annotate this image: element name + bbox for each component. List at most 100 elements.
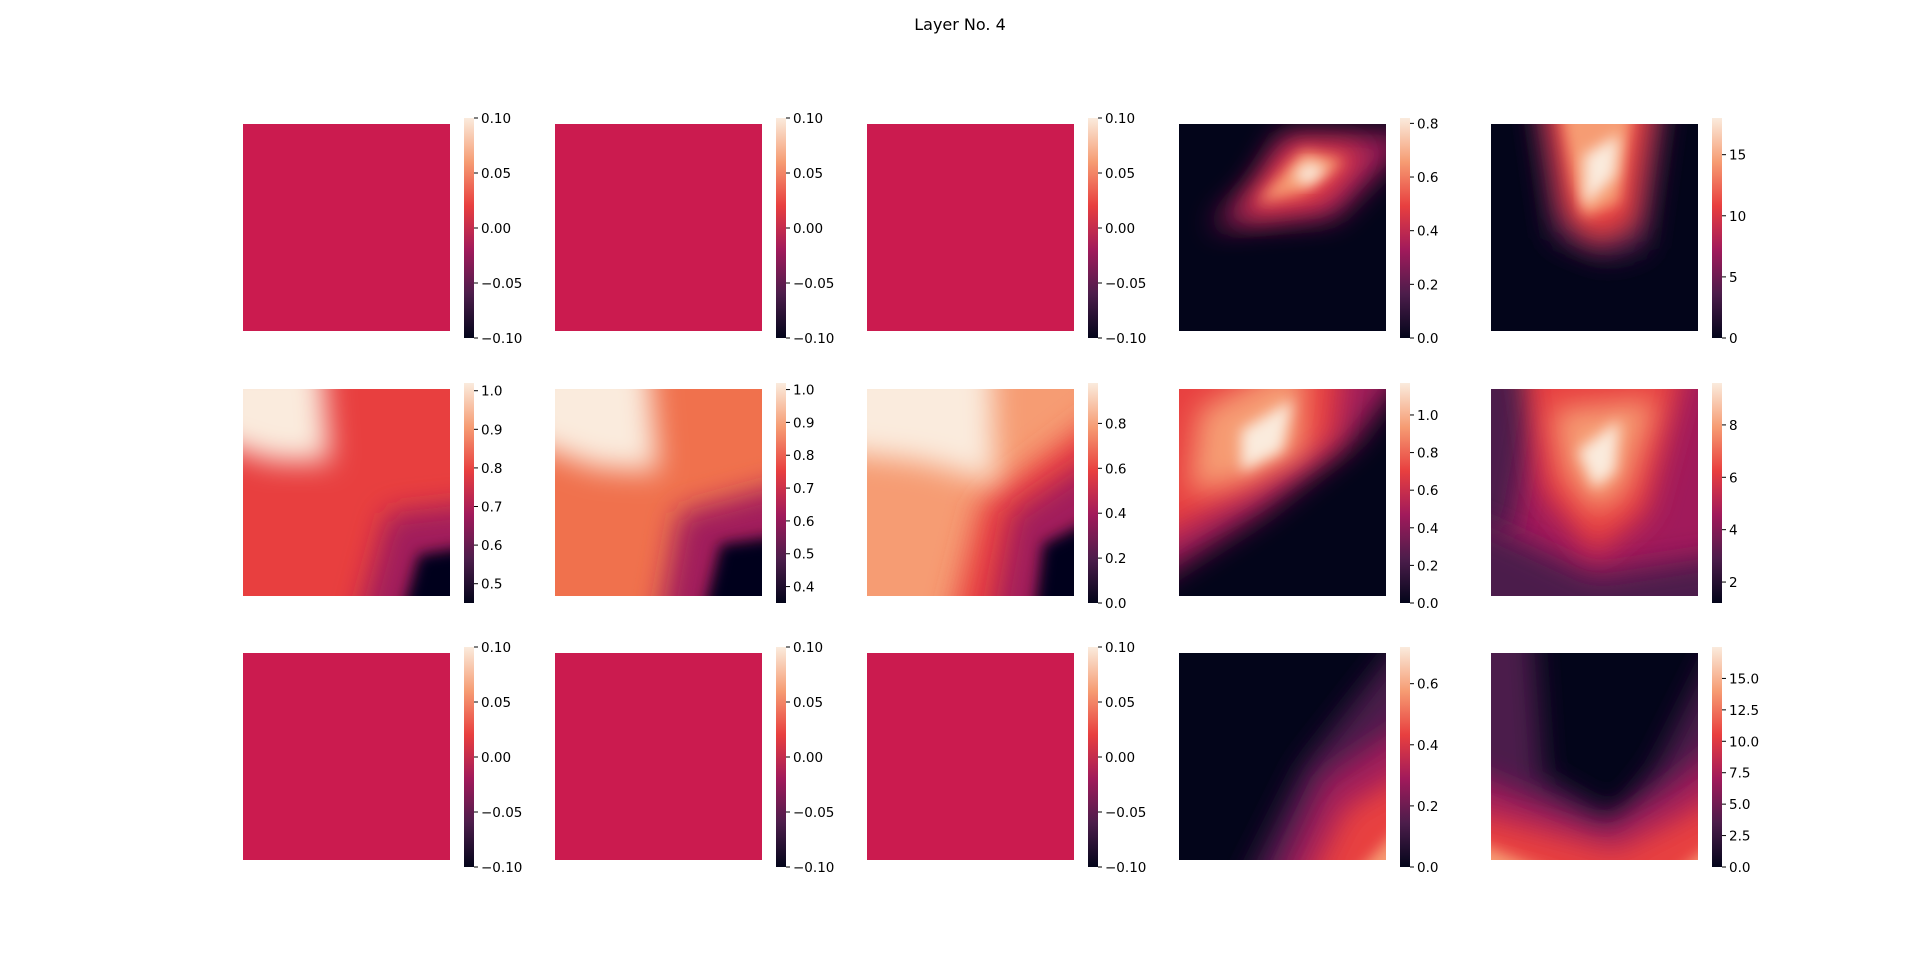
heatmap-image xyxy=(1491,389,1698,596)
heatmap-image xyxy=(867,389,1074,596)
colorbar-tick-label: 0.8 xyxy=(793,448,814,464)
colorbar-tick-label: 8 xyxy=(1729,418,1738,434)
colorbar-tick-label: 2.5 xyxy=(1729,829,1750,845)
heatmap-region xyxy=(1491,389,1538,534)
colorbar: 0.8 0.6 0.4 0.2 0.0 xyxy=(1088,383,1126,612)
heatmap-region xyxy=(867,389,996,483)
colorbar: 0.10 0.05 0.00 −0.05 −0.10 xyxy=(464,640,522,876)
heatmap-image xyxy=(867,124,1074,331)
heatmap-image xyxy=(1491,653,1698,860)
colorbar: 0.8 0.6 0.4 0.2 0.0 xyxy=(1400,116,1438,347)
colorbar-tick-label: 0.00 xyxy=(1105,221,1135,237)
colorbar-tick-label: 0.8 xyxy=(1105,416,1126,432)
colorbar: 1.0 0.9 0.8 0.7 0.6 0.5 0.4 xyxy=(776,383,814,603)
colorbar-tick-label: 0.4 xyxy=(1417,224,1438,240)
colorbar: 1.0 0.8 0.6 0.4 0.2 0.0 xyxy=(1400,383,1438,612)
colorbar-tick-label: 0.6 xyxy=(1417,483,1438,499)
colorbar-tick-label: 0.05 xyxy=(1105,695,1135,711)
colorbar-tick-label: 1.0 xyxy=(793,383,814,399)
colorbar: 0.10 0.05 0.00 −0.05 −0.10 xyxy=(1088,640,1146,876)
colorbar-tick-label: −0.05 xyxy=(793,276,834,292)
heatmap-panel-r2-c3: 0.8 0.6 0.4 0.2 0.0 xyxy=(867,383,1126,612)
colorbar-gradient xyxy=(776,118,786,338)
colorbar: 0.6 0.4 0.2 0.0 xyxy=(1400,647,1438,876)
colorbar-tick-label: −0.10 xyxy=(793,860,834,876)
heatmap-image xyxy=(1179,124,1386,331)
heatmap-panel-r2-c5: 8 6 4 2 xyxy=(1491,383,1738,603)
colorbar: 0.10 0.05 0.00 −0.05 −0.10 xyxy=(776,640,834,876)
colorbar: 0.10 0.05 0.00 −0.05 −0.10 xyxy=(776,111,834,347)
colorbar-tick-label: 5.0 xyxy=(1729,797,1750,813)
colorbar-tick-label: 0.0 xyxy=(1729,860,1750,876)
heatmap-panel-r3-c4: 0.6 0.4 0.2 0.0 xyxy=(1179,647,1438,876)
colorbar-tick-label: 0.0 xyxy=(1105,596,1126,612)
heatmap-image xyxy=(1179,389,1386,596)
colorbar-tick-label: 0.6 xyxy=(1417,677,1438,693)
colorbar: 15 10 5 0 xyxy=(1712,118,1746,347)
colorbar-tick-label: 1.0 xyxy=(1417,408,1438,424)
heatmap-panel-r1-c1: 0.10 0.05 0.00 −0.05 −0.10 xyxy=(243,111,522,347)
colorbar-tick-label: −0.10 xyxy=(481,860,522,876)
colorbar-gradient xyxy=(1712,647,1722,867)
colorbar-tick-label: −0.10 xyxy=(793,331,834,347)
colorbar-tick-label: 0.4 xyxy=(1417,521,1438,537)
heatmap-panel-r3-c1: 0.10 0.05 0.00 −0.05 −0.10 xyxy=(243,640,522,876)
colorbar-tick-label: 0.7 xyxy=(793,481,814,497)
colorbar-tick-label: 0.05 xyxy=(793,695,823,711)
colorbar-tick-label: 0.0 xyxy=(1417,860,1438,876)
heatmap-image xyxy=(555,124,762,331)
colorbar-tick-label: −0.05 xyxy=(481,805,522,821)
heatmap-panel-r1-c5: 15 10 5 0 xyxy=(1491,118,1746,347)
colorbar-tick-label: 0.8 xyxy=(1417,116,1438,132)
colorbar-tick-label: −0.10 xyxy=(481,331,522,347)
colorbar-tick-label: 0.6 xyxy=(481,538,502,554)
colorbar-gradient xyxy=(1088,118,1098,338)
colorbar: 1.0 0.9 0.8 0.7 0.6 0.5 xyxy=(464,383,502,603)
colorbar-tick-label: 0.00 xyxy=(793,221,823,237)
colorbar-tick-label: 0.9 xyxy=(793,415,814,431)
colorbar-tick-label: 0.8 xyxy=(481,461,502,477)
heatmap-region xyxy=(1292,161,1328,187)
heatmap-region xyxy=(1491,806,1698,860)
colorbar-gradient xyxy=(464,647,474,867)
heatmap-panel-r2-c1: 1.0 0.9 0.8 0.7 0.6 0.5 xyxy=(243,383,502,603)
colorbar-tick-label: 0.0 xyxy=(1417,596,1438,612)
colorbar-tick-label: 1.0 xyxy=(481,384,502,400)
heatmap-region xyxy=(1036,528,1074,596)
heatmap-image xyxy=(243,653,450,860)
colorbar-tick-label: 0.05 xyxy=(793,166,823,182)
colorbar-tick-label: 0.4 xyxy=(1417,738,1438,754)
colorbar: 8 6 4 2 xyxy=(1712,383,1738,603)
colorbar-tick-label: 0.0 xyxy=(1417,331,1438,347)
colorbar-tick-label: 0.4 xyxy=(793,580,814,596)
colorbar-gradient xyxy=(776,647,786,867)
heatmap-image xyxy=(1491,124,1698,331)
colorbar-tick-label: 0.7 xyxy=(481,500,502,516)
colorbar-tick-label: −0.10 xyxy=(1105,331,1146,347)
colorbar-tick-label: 0.10 xyxy=(481,111,511,127)
heatmap-image xyxy=(243,389,450,596)
colorbar-tick-label: 0.10 xyxy=(481,640,511,656)
colorbar-tick-label: 0.2 xyxy=(1105,551,1126,567)
colorbar-tick-label: 0.00 xyxy=(793,750,823,766)
colorbar-tick-label: 15.0 xyxy=(1729,671,1759,687)
colorbar-tick-label: 0.10 xyxy=(793,640,823,656)
colorbar-tick-label: 2 xyxy=(1729,575,1738,591)
colorbar-tick-label: −0.05 xyxy=(481,276,522,292)
heatmap-image xyxy=(243,124,450,331)
heatmap-image xyxy=(867,653,1074,860)
heatmap-fill xyxy=(243,653,450,860)
colorbar-tick-label: 0.6 xyxy=(793,514,814,530)
figure-title: Layer No. 4 xyxy=(914,15,1006,34)
heatmap-panel-r2-c4: 1.0 0.8 0.6 0.4 0.2 0.0 xyxy=(1179,383,1438,612)
colorbar-tick-label: 4 xyxy=(1729,523,1738,539)
heatmap-region xyxy=(1241,399,1293,472)
colorbar-gradient xyxy=(1712,118,1722,338)
colorbar-tick-label: 12.5 xyxy=(1729,703,1759,719)
colorbar-tick-label: 0.10 xyxy=(1105,111,1135,127)
heatmap-region xyxy=(555,389,659,472)
heatmap-fill xyxy=(555,124,762,331)
heatmap-region xyxy=(1369,841,1386,860)
colorbar-tick-label: 0 xyxy=(1729,331,1738,347)
